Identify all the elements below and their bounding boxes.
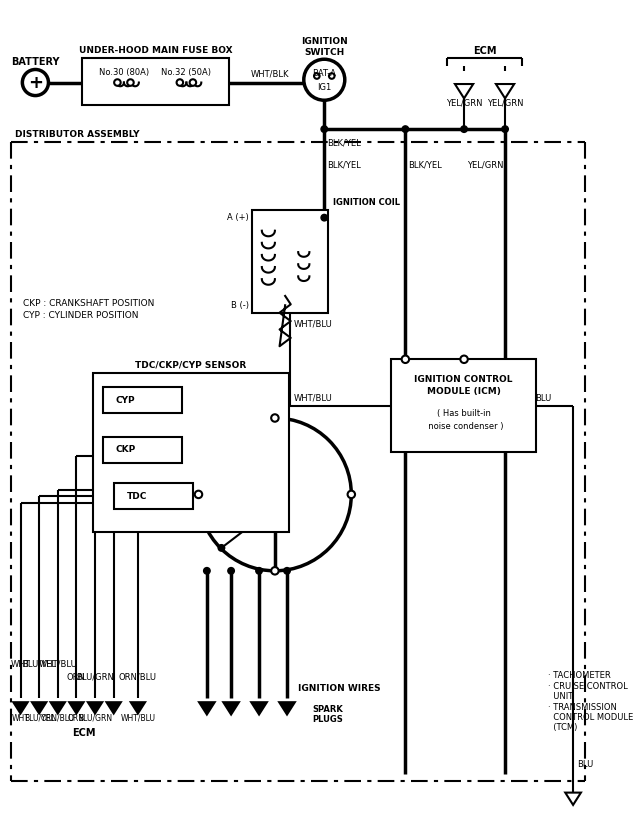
Bar — [102, 387, 182, 413]
Polygon shape — [13, 702, 28, 713]
Circle shape — [402, 355, 409, 363]
Text: BLU/GRN: BLU/GRN — [76, 672, 114, 681]
Polygon shape — [106, 702, 121, 713]
Text: IG1: IG1 — [317, 83, 332, 92]
Text: YEL/GRN: YEL/GRN — [487, 99, 524, 108]
Polygon shape — [131, 702, 145, 713]
Text: BLK/YEL: BLK/YEL — [327, 139, 361, 148]
Text: ECM: ECM — [72, 728, 95, 738]
Circle shape — [329, 74, 335, 79]
Text: BLK/YEL: BLK/YEL — [327, 160, 361, 169]
Circle shape — [114, 79, 121, 86]
Text: YEL/GRN: YEL/GRN — [446, 99, 483, 108]
Bar — [392, 359, 536, 452]
Bar — [102, 436, 182, 463]
Circle shape — [177, 79, 183, 86]
Text: BLU/YEL: BLU/YEL — [24, 714, 54, 722]
Text: TDC/CKP/CYP SENSOR: TDC/CKP/CYP SENSOR — [136, 360, 246, 370]
Text: WHT: WHT — [11, 660, 30, 669]
Circle shape — [189, 79, 196, 86]
Polygon shape — [455, 84, 473, 99]
Text: BAT-A: BAT-A — [312, 69, 336, 78]
Text: BLU/GRN: BLU/GRN — [78, 714, 112, 722]
Text: BLU/YEL: BLU/YEL — [22, 660, 56, 669]
Circle shape — [348, 491, 355, 498]
Text: · TACHOMETER
· CRUISE CONTROL
  UNIT
· TRANSMISSION
  CONTROL MODULE
  (TCM): · TACHOMETER · CRUISE CONTROL UNIT · TRA… — [548, 671, 633, 732]
Text: IGNITION COIL: IGNITION COIL — [333, 198, 399, 207]
Polygon shape — [252, 702, 267, 715]
Circle shape — [218, 544, 225, 551]
Bar — [114, 483, 193, 509]
Circle shape — [402, 126, 408, 132]
Text: ORN: ORN — [68, 714, 85, 722]
Circle shape — [321, 126, 328, 132]
Text: CKP: CKP — [116, 446, 136, 454]
Circle shape — [228, 568, 234, 574]
Text: BLU: BLU — [535, 394, 552, 403]
Text: WHT/BLK: WHT/BLK — [251, 69, 289, 79]
Text: WHT/BLU: WHT/BLU — [294, 319, 332, 329]
Text: WHT/BLU: WHT/BLU — [120, 714, 156, 722]
Text: WHT: WHT — [12, 714, 29, 722]
Text: DISTRIBUTOR ASSEMBLY: DISTRIBUTOR ASSEMBLY — [15, 130, 140, 140]
Text: No.32 (50A): No.32 (50A) — [161, 68, 211, 77]
Text: SPARK
PLUGS: SPARK PLUGS — [312, 705, 343, 724]
Text: ORN/BLU: ORN/BLU — [41, 714, 75, 722]
Circle shape — [271, 415, 278, 421]
Text: TDC: TDC — [127, 492, 147, 501]
Text: B (-): B (-) — [231, 301, 249, 310]
Circle shape — [314, 74, 319, 79]
Circle shape — [127, 79, 134, 86]
Text: A (+): A (+) — [227, 213, 249, 222]
Text: ECM: ECM — [473, 46, 496, 56]
Text: IGNITION
SWITCH: IGNITION SWITCH — [301, 38, 348, 57]
Circle shape — [271, 567, 278, 574]
Circle shape — [502, 126, 508, 132]
Text: CYP: CYP — [116, 395, 136, 405]
Text: IGNITION WIRES: IGNITION WIRES — [298, 684, 381, 693]
Polygon shape — [223, 702, 239, 715]
Text: noise condenser ): noise condenser ) — [423, 422, 504, 431]
Circle shape — [460, 355, 468, 363]
Text: WHT/BLU: WHT/BLU — [294, 394, 332, 403]
Text: +: + — [28, 74, 43, 91]
Polygon shape — [279, 702, 295, 715]
Polygon shape — [565, 793, 581, 805]
Circle shape — [198, 418, 351, 571]
Circle shape — [304, 59, 345, 100]
Bar — [82, 59, 229, 104]
Circle shape — [204, 568, 210, 574]
Polygon shape — [69, 702, 84, 713]
Text: IGNITION CONTROL: IGNITION CONTROL — [414, 375, 513, 385]
Text: BLU: BLU — [577, 760, 593, 769]
Text: No.30 (80A): No.30 (80A) — [99, 68, 149, 77]
Text: UNDER-HOOD MAIN FUSE BOX: UNDER-HOOD MAIN FUSE BOX — [79, 46, 232, 55]
Text: BLK/YEL: BLK/YEL — [408, 160, 442, 169]
Circle shape — [321, 214, 328, 221]
Text: MODULE (ICM): MODULE (ICM) — [427, 387, 500, 396]
Text: CKP : CRANKSHAFT POSITION: CKP : CRANKSHAFT POSITION — [23, 299, 155, 308]
Bar — [252, 210, 328, 313]
Circle shape — [256, 568, 262, 574]
Circle shape — [284, 568, 291, 574]
Bar — [93, 373, 289, 532]
Text: ORN: ORN — [67, 672, 86, 681]
Circle shape — [461, 126, 467, 132]
Text: WHT/BLU: WHT/BLU — [38, 660, 77, 669]
Polygon shape — [32, 702, 46, 713]
Circle shape — [195, 491, 202, 498]
Text: BATTERY: BATTERY — [11, 57, 60, 67]
Polygon shape — [88, 702, 102, 713]
Text: ORN/BLU: ORN/BLU — [119, 672, 157, 681]
Text: YEL/GRN: YEL/GRN — [467, 160, 504, 169]
Polygon shape — [51, 702, 65, 713]
Circle shape — [22, 69, 49, 95]
Polygon shape — [496, 84, 514, 99]
Polygon shape — [199, 702, 214, 715]
Text: ( Has built-in: ( Has built-in — [436, 409, 490, 418]
Text: CYP : CYLINDER POSITION: CYP : CYLINDER POSITION — [23, 311, 139, 320]
